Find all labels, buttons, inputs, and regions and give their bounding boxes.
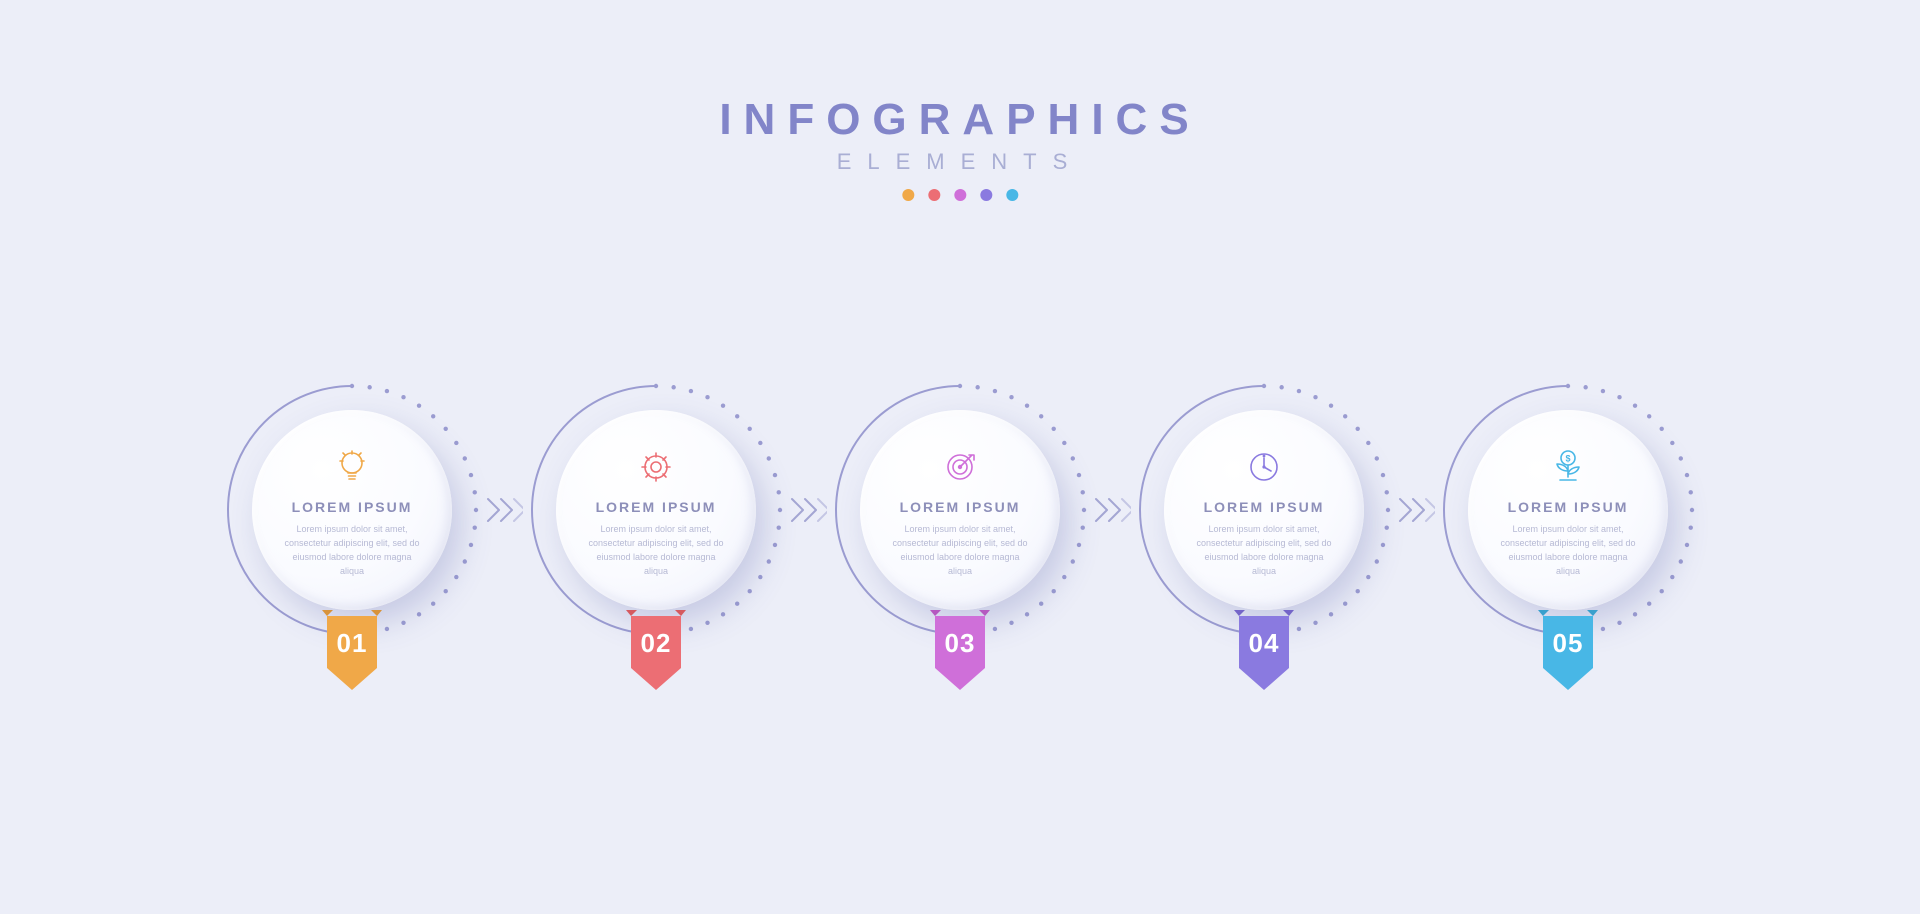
step-body: Lorem ipsum dolor sit amet, consectetur …	[1186, 523, 1342, 579]
step-body: Lorem ipsum dolor sit amet, consectetur …	[882, 523, 1038, 579]
step-disc: LOREM IPSUM Lorem ipsum dolor sit amet, c…	[252, 410, 452, 610]
step-title: LOREM IPSUM	[1508, 499, 1629, 515]
step-number-tag: 03	[929, 606, 991, 694]
step-title: LOREM IPSUM	[900, 499, 1021, 515]
palette-dot	[954, 189, 966, 201]
header: INFOGRAPHICS ELEMENTS	[719, 95, 1200, 201]
step-number: 03	[929, 628, 991, 659]
steps-row: LOREM IPSUM Lorem ipsum dolor sit amet, c…	[0, 380, 1920, 640]
step-body: Lorem ipsum dolor sit amet, consectetur …	[578, 523, 734, 579]
step-title: LOREM IPSUM	[1204, 499, 1325, 515]
chevron-connector-icon	[1394, 380, 1438, 640]
step: LOREM IPSUM Lorem ipsum dolor sit amet, c…	[1438, 380, 1698, 640]
palette-dot	[980, 189, 992, 201]
step-number-tag: 04	[1233, 606, 1295, 694]
bulb-icon	[330, 445, 374, 489]
subtitle: ELEMENTS	[719, 149, 1200, 175]
step-number: 01	[321, 628, 383, 659]
chevron-connector-icon	[482, 380, 526, 640]
target-icon	[938, 445, 982, 489]
infographic-canvas: INFOGRAPHICS ELEMENTS LOREM IPSUM Lorem i…	[0, 0, 1920, 914]
step-title: LOREM IPSUM	[292, 499, 413, 515]
gear-icon	[634, 445, 678, 489]
step: LOREM IPSUM Lorem ipsum dolor sit amet, c…	[526, 380, 786, 640]
step-disc: LOREM IPSUM Lorem ipsum dolor sit amet, c…	[1468, 410, 1668, 610]
step-number: 02	[625, 628, 687, 659]
step-disc: LOREM IPSUM Lorem ipsum dolor sit amet, c…	[860, 410, 1060, 610]
step-number-tag: 05	[1537, 606, 1599, 694]
step-number-tag: 01	[321, 606, 383, 694]
main-title: INFOGRAPHICS	[719, 95, 1200, 145]
chevron-connector-icon	[1090, 380, 1134, 640]
step-number-tag: 02	[625, 606, 687, 694]
step-title: LOREM IPSUM	[596, 499, 717, 515]
step-body: Lorem ipsum dolor sit amet, consectetur …	[1490, 523, 1646, 579]
step-disc: LOREM IPSUM Lorem ipsum dolor sit amet, c…	[556, 410, 756, 610]
palette-dot	[902, 189, 914, 201]
clock-icon	[1242, 445, 1286, 489]
palette-dots	[719, 189, 1200, 201]
step-body: Lorem ipsum dolor sit amet, consectetur …	[274, 523, 430, 579]
palette-dot	[928, 189, 940, 201]
chevron-connector-icon	[786, 380, 830, 640]
palette-dot	[1006, 189, 1018, 201]
step-number: 04	[1233, 628, 1295, 659]
step-disc: LOREM IPSUM Lorem ipsum dolor sit amet, c…	[1164, 410, 1364, 610]
step: LOREM IPSUM Lorem ipsum dolor sit amet, c…	[1134, 380, 1394, 640]
step: LOREM IPSUM Lorem ipsum dolor sit amet, c…	[830, 380, 1090, 640]
step-number: 05	[1537, 628, 1599, 659]
step: LOREM IPSUM Lorem ipsum dolor sit amet, c…	[222, 380, 482, 640]
money-plant-icon	[1546, 445, 1590, 489]
